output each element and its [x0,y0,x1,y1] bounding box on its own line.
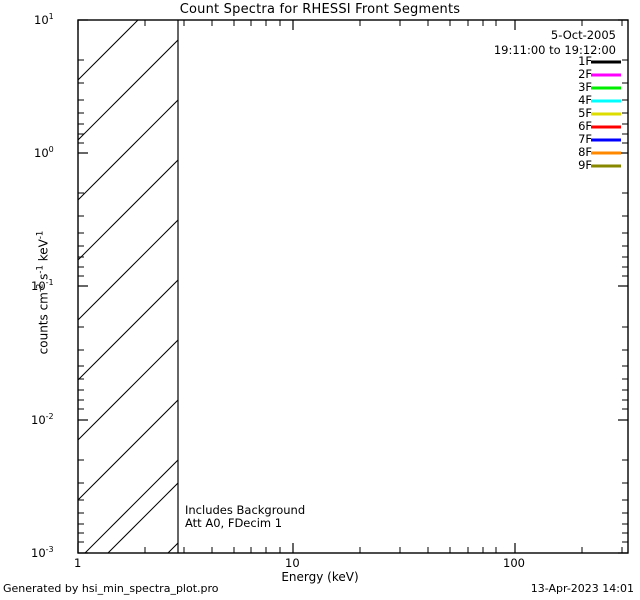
y-major-ticks [78,19,628,554]
y-tick-label-1em3: 10-3 [31,545,54,560]
y-tick-label-1e1: 101 [34,12,54,27]
observation-interval: 19:11:00 to 19:12:00 [493,43,616,57]
observation-date: 5-Oct-2005 [550,28,616,42]
hatched-region [78,20,178,553]
y-tick-label-1em1: 10-1 [31,278,54,293]
legend-label-8F[interactable]: 8F [578,145,592,159]
legend-swatches [591,60,621,168]
legend-label-1F[interactable]: 1F [578,54,592,68]
legend-label-2F[interactable]: 2F [578,67,592,81]
footer-generated-by: Generated by hsi_min_spectra_plot.pro [3,582,219,595]
y-minor-ticks [78,59,628,543]
x-tick-label-1: 1 [74,556,82,570]
footer-timestamp: 13-Apr-2023 14:01 [530,582,634,595]
y-tick-label-1em2: 10-2 [31,412,54,427]
annotation-includes-background: Includes Background [185,503,306,517]
legend-label-7F[interactable]: 7F [578,132,592,146]
x-axis-title: Energy (keV) [281,570,359,584]
legend-label-9F[interactable]: 9F [578,158,592,172]
x-major-ticks [77,20,516,553]
page-title: Count Spectra for RHESSI Front Segments [179,2,461,17]
y-axis-title: counts cm-2 s-1 keV-1 [35,230,51,355]
legend-label-4F[interactable]: 4F [578,93,592,107]
legend-label-6F[interactable]: 6F [578,119,592,133]
annotation-attenuator-state: Att A0, FDecim 1 [185,516,283,530]
x-tick-label-10: 10 [285,556,300,570]
x-minor-ticks [144,20,623,553]
legend-label-5F[interactable]: 5F [578,106,592,120]
legend-label-3F[interactable]: 3F [578,80,592,94]
plot-frame [77,19,629,554]
y-tick-label-1e0: 100 [34,145,54,160]
x-tick-label-100: 100 [503,556,525,570]
